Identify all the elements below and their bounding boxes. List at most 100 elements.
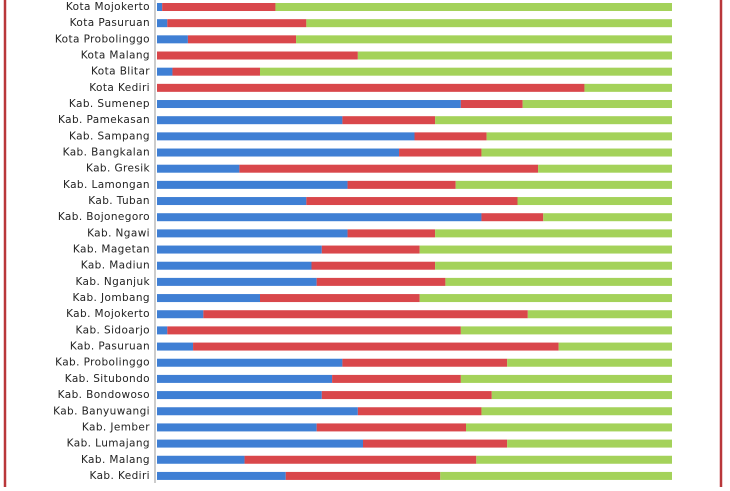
bar-segment bbox=[157, 3, 163, 11]
y-tick-label: Kab. Ngawi bbox=[87, 227, 150, 239]
y-tick-label: Kab. Banyuwangi bbox=[53, 405, 150, 417]
bar-segment bbox=[517, 197, 672, 206]
bar-segment bbox=[311, 261, 436, 270]
bar-segment bbox=[419, 294, 672, 303]
bar-segment bbox=[306, 19, 672, 28]
bar-segment bbox=[157, 277, 317, 286]
bar-segment bbox=[414, 132, 487, 141]
bar-segment bbox=[460, 100, 523, 109]
bar-segment bbox=[167, 326, 461, 335]
y-tick-label: Kab. Pamekasan bbox=[58, 114, 150, 126]
bar-segment bbox=[543, 213, 672, 222]
bar-segment bbox=[466, 423, 672, 432]
y-tick-label: Kab. Kediri bbox=[89, 470, 150, 482]
bar-segment bbox=[162, 3, 276, 11]
bar-segment bbox=[316, 423, 466, 432]
bar-segment bbox=[157, 391, 322, 400]
y-tick-label: Kab. Sidoarjo bbox=[76, 324, 150, 336]
bar-segment bbox=[157, 164, 240, 173]
y-tick-label: Kab. Situbondo bbox=[65, 373, 150, 385]
y-tick-label: Kota Pasuruan bbox=[70, 17, 150, 29]
bar-segment bbox=[538, 164, 672, 173]
y-tick-label: Kab. Probolinggo bbox=[55, 357, 150, 369]
bar-segment bbox=[347, 180, 456, 189]
bar-segment bbox=[342, 358, 508, 367]
y-tick-label: Kota Malang bbox=[81, 50, 150, 62]
bar-segment bbox=[527, 310, 672, 319]
bar-segment bbox=[260, 294, 420, 303]
bar-segment bbox=[157, 374, 333, 383]
y-tick-label: Kota Blitar bbox=[91, 66, 150, 78]
y-tick-label: Kota Kediri bbox=[89, 82, 150, 94]
bar-segment bbox=[193, 342, 559, 351]
y-tick-label: Kab. Mojokerto bbox=[66, 308, 150, 320]
bar-segment bbox=[157, 423, 317, 432]
bar-segment bbox=[157, 197, 307, 206]
bar-segment bbox=[157, 132, 415, 141]
bar-segment bbox=[157, 407, 358, 416]
y-tick-label: Kab. Sumenep bbox=[69, 98, 150, 110]
y-tick-label: Kota Probolinggo bbox=[55, 33, 150, 45]
bar-segment bbox=[357, 407, 482, 416]
bar-segment bbox=[157, 261, 312, 270]
bar-segment bbox=[157, 439, 363, 448]
bar-segment bbox=[440, 471, 672, 480]
bar-segment bbox=[157, 83, 585, 92]
y-tick-label: Kab. Magetan bbox=[73, 244, 150, 256]
bar-segment bbox=[187, 35, 297, 44]
bar-segment bbox=[491, 391, 672, 400]
bar-segment bbox=[157, 100, 461, 109]
bar-segment bbox=[244, 455, 477, 464]
bar-segment bbox=[445, 277, 672, 286]
bar-segment bbox=[455, 180, 672, 189]
bar-segment bbox=[486, 132, 672, 141]
bar-segment bbox=[306, 197, 518, 206]
bar-segment bbox=[157, 19, 168, 28]
bar-segment bbox=[481, 148, 672, 157]
bar-segment bbox=[435, 116, 672, 125]
bar-segment bbox=[357, 51, 672, 60]
bar-segment bbox=[157, 229, 348, 238]
bar-segment bbox=[167, 19, 307, 28]
bar-segment bbox=[239, 164, 539, 173]
bar-segment bbox=[157, 35, 188, 44]
y-tick-label: Kab. Bondowoso bbox=[58, 389, 150, 401]
bar-segment bbox=[157, 455, 245, 464]
bar-segment bbox=[332, 374, 461, 383]
bar-segment bbox=[157, 51, 358, 60]
bar-segment bbox=[285, 471, 441, 480]
bar-segment bbox=[296, 35, 672, 44]
bar-segment bbox=[157, 148, 400, 157]
bar-segment bbox=[172, 67, 260, 76]
bar-segment bbox=[435, 229, 672, 238]
bar-segment bbox=[476, 455, 672, 464]
y-tick-label: Kab. Bojonegoro bbox=[58, 211, 150, 223]
y-tick-label: Kota Mojokerto bbox=[66, 1, 150, 13]
y-tick-label: Kab. Tuban bbox=[88, 195, 150, 207]
y-tick-label: Kab. Nganjuk bbox=[75, 276, 150, 288]
bar-segment bbox=[460, 326, 672, 335]
bar-segment bbox=[399, 148, 482, 157]
bar-segment bbox=[481, 213, 544, 222]
bar-segment bbox=[157, 358, 343, 367]
bar-segment bbox=[363, 439, 508, 448]
y-tick-label: Kab. Pasuruan bbox=[70, 341, 150, 353]
y-tick-label: Kab. Jember bbox=[82, 421, 150, 433]
bar-segment bbox=[507, 439, 672, 448]
bar-segment bbox=[275, 3, 672, 11]
bar-segment bbox=[584, 83, 672, 92]
bar-segment bbox=[460, 374, 672, 383]
bar-segment bbox=[435, 261, 672, 270]
bar-segment bbox=[342, 116, 436, 125]
bar-segment bbox=[157, 116, 343, 125]
bar-segment bbox=[419, 245, 672, 254]
bar-segment bbox=[558, 342, 672, 351]
bar-segment bbox=[507, 358, 672, 367]
bar-segment bbox=[203, 310, 528, 319]
y-tick-label: Kab. Madiun bbox=[81, 260, 150, 272]
y-tick-label: Kab. Lumajang bbox=[67, 438, 150, 450]
y-tick-label: Kab. Sampang bbox=[69, 130, 150, 142]
bar-segment bbox=[157, 180, 348, 189]
bar-segment bbox=[157, 326, 168, 335]
